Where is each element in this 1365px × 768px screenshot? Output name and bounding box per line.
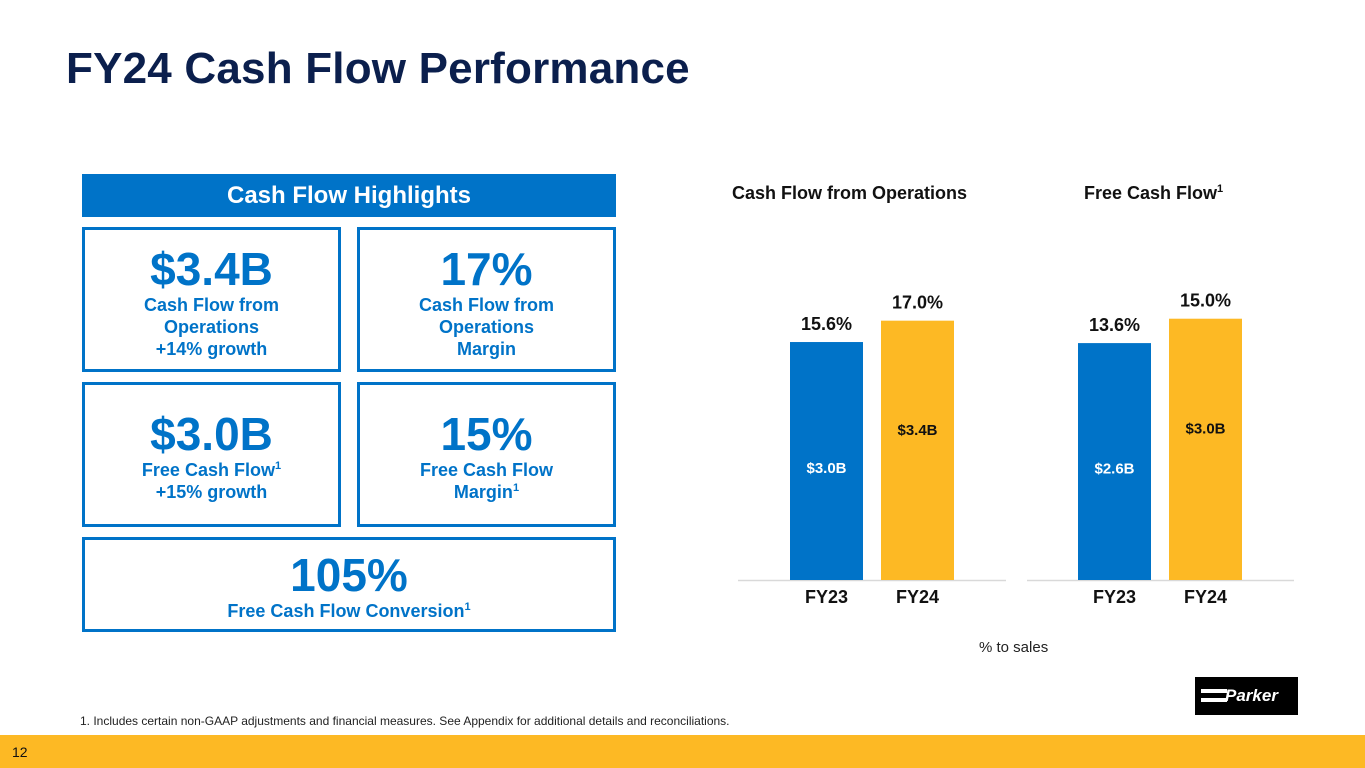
- category-label: FY24: [1184, 587, 1227, 607]
- bar-value-label: $3.0B: [1185, 421, 1225, 438]
- highlight-label-text: Free Cash Flow: [141, 460, 275, 480]
- highlight-label: +15% growth: [155, 482, 268, 502]
- highlight-value: $3.4B: [150, 243, 273, 295]
- pct-to-sales-note: % to sales: [979, 639, 1049, 656]
- highlight-label: Free Cash Flow Conversion1: [85, 600, 613, 622]
- footnote-marker: 1: [1217, 183, 1224, 195]
- highlight-label: Operations: [163, 317, 260, 337]
- highlight-box-fcf-margin: 15% Free Cash Flow Margin1: [357, 382, 616, 527]
- highlight-value: 105%: [290, 549, 408, 601]
- category-label: FY24: [896, 587, 939, 607]
- bar-value-label: $3.0B: [806, 460, 846, 477]
- bar-value-label: $2.6B: [1094, 460, 1134, 477]
- page-title: FY24 Cash Flow Performance: [66, 44, 690, 93]
- bar-pct-label: 15.0%: [1180, 291, 1231, 311]
- highlight-label-text: Margin: [453, 482, 513, 502]
- footnote-marker: 1: [464, 601, 471, 613]
- highlights-header: Cash Flow Highlights: [82, 174, 616, 217]
- bar-fy24: [881, 320, 954, 580]
- highlight-label: Margin1: [360, 481, 613, 503]
- highlight-box-fcf: $3.0B Free Cash Flow1 +15% growth: [82, 382, 341, 527]
- highlight-label-text: Free Cash Flow Conversion: [227, 601, 465, 621]
- bar-pct-label: 15.6%: [801, 314, 852, 334]
- parker-logo: Parker: [1195, 677, 1298, 715]
- highlight-label: Cash Flow from: [143, 295, 279, 315]
- highlight-label: Cash Flow from: [418, 295, 554, 315]
- bar-pct-label: 13.6%: [1089, 315, 1140, 335]
- bar-value-label: $3.4B: [897, 422, 937, 439]
- footnote-marker: 1: [274, 460, 282, 472]
- category-label: FY23: [805, 587, 848, 607]
- highlight-label: +14% growth: [155, 339, 268, 359]
- category-label: FY23: [1093, 587, 1136, 607]
- highlight-label: Free Cash Flow: [419, 460, 554, 480]
- logo-mark: [1201, 698, 1227, 702]
- bar-fy23: [790, 342, 863, 580]
- footnote-marker: 1: [512, 482, 520, 494]
- bar-fy24: [1169, 318, 1242, 580]
- highlight-value: 15%: [440, 408, 533, 460]
- bottom-bar: [0, 735, 1365, 768]
- logo-text: Parker: [1225, 686, 1278, 705]
- chart-title-fcf: Free Cash Flow1: [1084, 183, 1223, 204]
- footnote: 1. Includes certain non-GAAP adjustments…: [80, 714, 730, 728]
- logo-mark: [1201, 689, 1227, 693]
- bar-fy23: [1078, 343, 1151, 580]
- highlight-value: $3.0B: [150, 408, 273, 460]
- highlight-box-cfo: $3.4B Cash Flow from Operations +14% gro…: [82, 227, 341, 372]
- highlight-label: Operations: [438, 317, 535, 337]
- highlight-value: 17%: [440, 243, 533, 295]
- chart-title-cfo: Cash Flow from Operations: [732, 183, 968, 203]
- highlight-label: Free Cash Flow1: [85, 459, 338, 481]
- bar-pct-label: 17.0%: [892, 293, 943, 313]
- highlight-box-fcf-conversion: 105% Free Cash Flow Conversion1: [82, 537, 616, 632]
- highlight-box-cfo-margin: 17% Cash Flow from Operations Margin: [357, 227, 616, 372]
- highlight-label: Margin: [456, 339, 516, 359]
- page-number: 12: [12, 744, 28, 760]
- chart-title-text: Free Cash Flow: [1084, 183, 1218, 203]
